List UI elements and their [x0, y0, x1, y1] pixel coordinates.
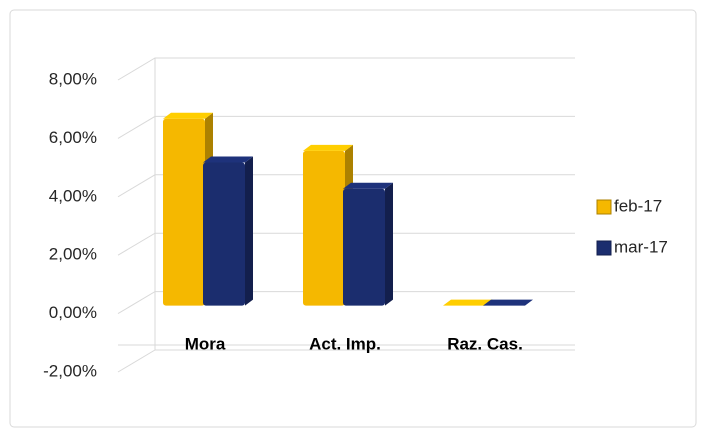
x-tick-label: Mora: [185, 334, 226, 353]
bar-top: [343, 182, 393, 189]
bar-top: [443, 299, 493, 306]
y-tick-label: 2,00%: [49, 245, 97, 264]
bar-side: [245, 156, 253, 306]
legend-label: mar-17: [614, 237, 668, 256]
x-tick-label: Raz. Cas.: [447, 334, 523, 353]
bar: [303, 150, 345, 306]
bar: [203, 162, 245, 306]
y-tick-label: 6,00%: [49, 128, 97, 147]
y-tick-label: 8,00%: [49, 69, 97, 88]
y-tick-label: 4,00%: [49, 186, 97, 205]
bar-top: [303, 144, 353, 151]
bar: [343, 188, 385, 306]
bar-top: [163, 112, 213, 119]
y-tick-label: 0,00%: [49, 303, 97, 322]
legend-swatch: [596, 240, 612, 256]
x-tick-label: Act. Imp.: [309, 334, 381, 353]
bar-side: [385, 182, 393, 306]
legend-swatch: [596, 199, 612, 215]
legend-label: feb-17: [614, 196, 662, 215]
bar: [163, 118, 205, 306]
bar-top: [203, 156, 253, 163]
bar-top: [483, 299, 533, 306]
y-tick-label: -2,00%: [43, 361, 97, 380]
